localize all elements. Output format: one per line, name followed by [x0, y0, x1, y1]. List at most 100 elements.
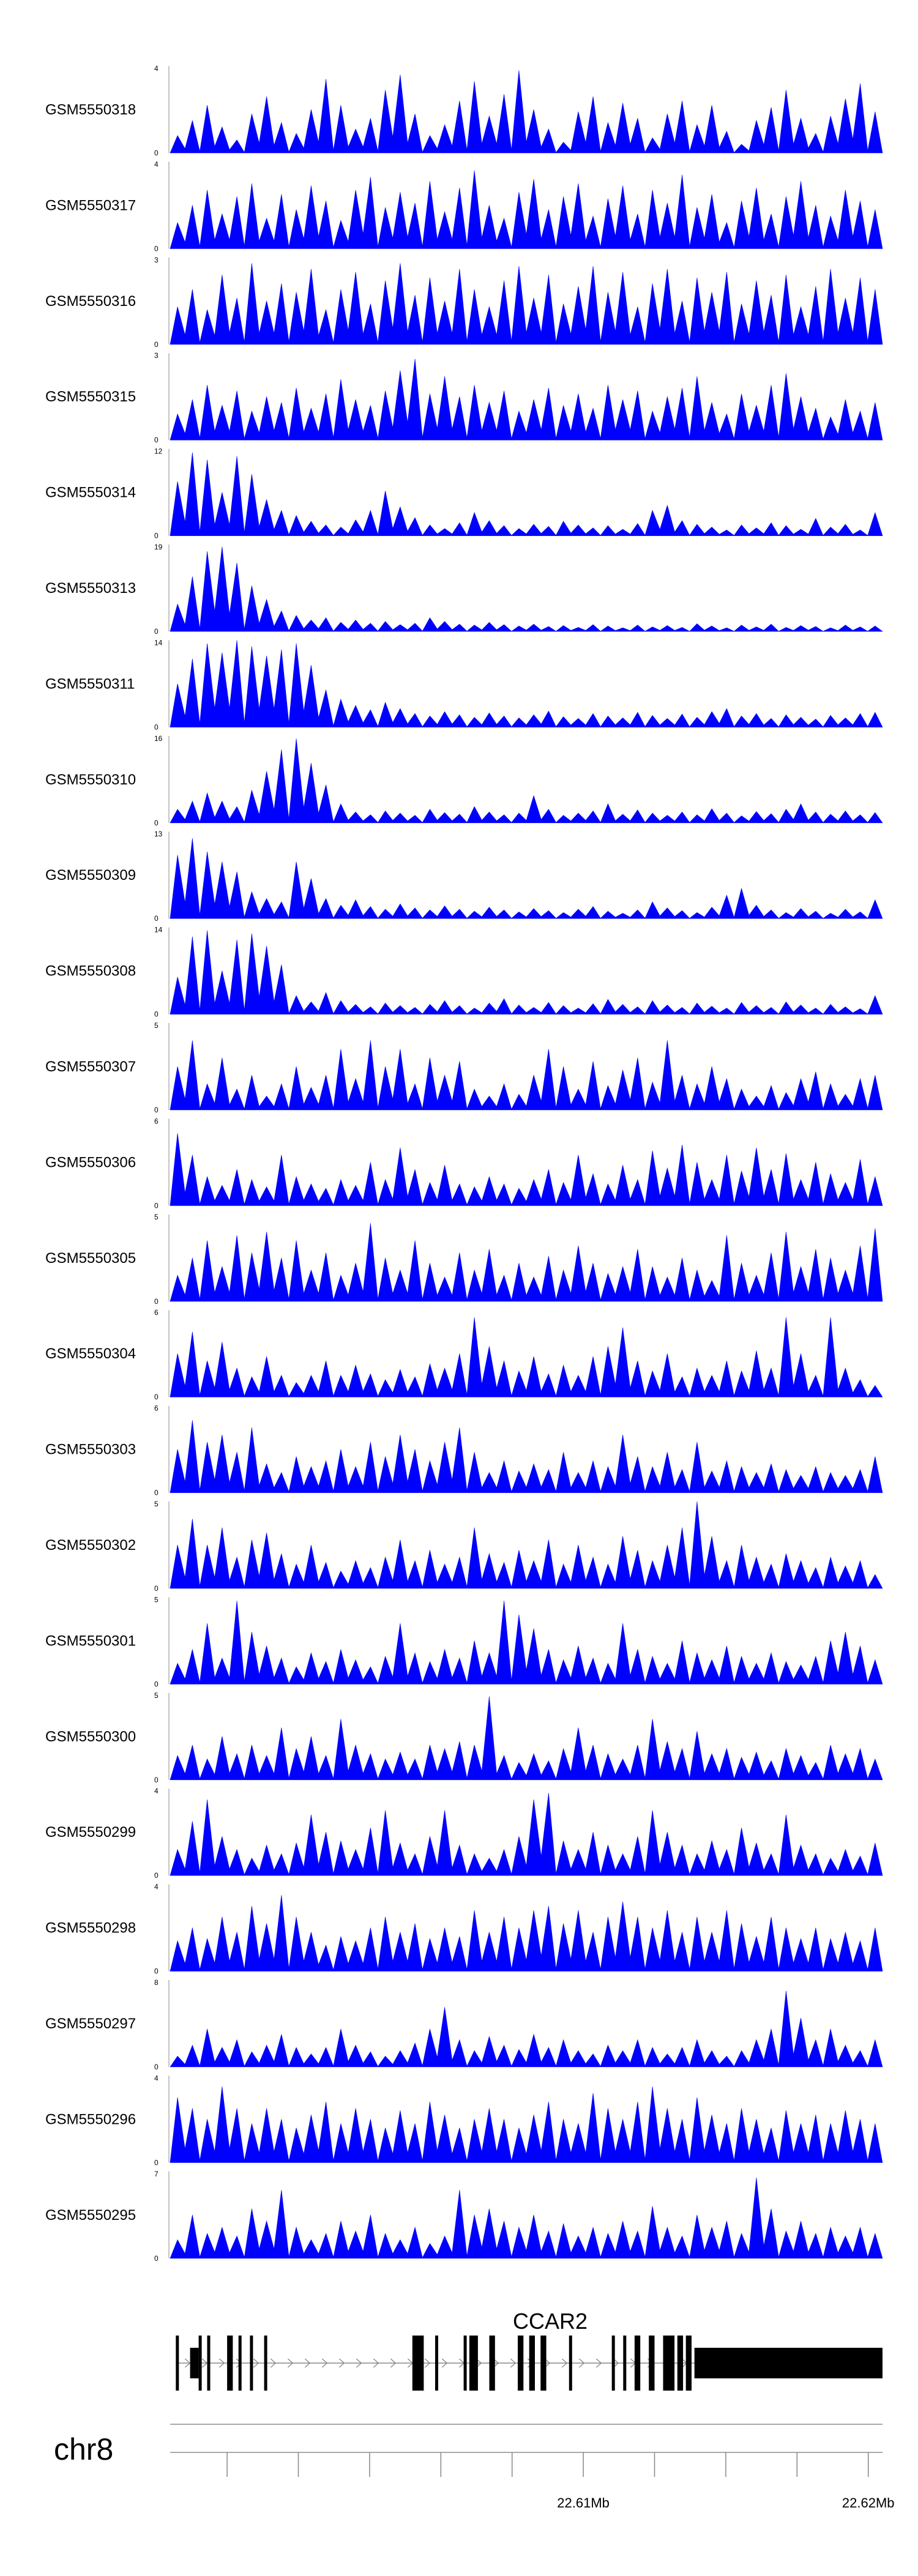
strand-arrow-icon [304, 2358, 311, 2368]
coverage-area [170, 739, 883, 824]
track-ymax-label: 6 [154, 1117, 159, 1125]
track-GSM5550307: GSM5550307 5 0 [45, 1021, 883, 1114]
track-ymax-label: 7 [154, 2170, 159, 2178]
track-ymin-label: 0 [154, 1967, 159, 1976]
genome-axis-track: chr8 22.61Mb 22.62Mb [54, 2424, 895, 2511]
track-ymax-label: 6 [154, 1404, 159, 1413]
track-ymax-label: 4 [154, 2074, 159, 2082]
coverage-area [170, 640, 883, 728]
track-GSM5550304: GSM5550304 6 0 [45, 1308, 883, 1401]
strand-arrow-icon [218, 2358, 225, 2368]
strand-arrow-icon [338, 2358, 345, 2368]
track-GSM5550301: GSM5550301 5 0 [45, 1595, 883, 1688]
track-ymax-label: 4 [154, 160, 159, 168]
strand-arrow-icon [270, 2358, 277, 2368]
gene-exon [463, 2336, 467, 2391]
track-GSM5550317: GSM5550317 4 0 [45, 160, 883, 253]
track-ymax-label: 8 [154, 1978, 159, 1987]
gene-exon [469, 2336, 478, 2391]
track-ymax-label: 5 [154, 1021, 159, 1030]
strand-arrow-icon [356, 2358, 362, 2368]
strand-arrow-icon [253, 2358, 259, 2368]
track-GSM5550305: GSM5550305 5 0 [45, 1213, 883, 1306]
strand-arrow-icon [613, 2358, 619, 2368]
coverage-area [170, 2086, 883, 2163]
track-GSM5550299: GSM5550299 4 0 [45, 1787, 883, 1880]
coverage-area [170, 838, 883, 919]
gene-exon [176, 2336, 179, 2391]
coverage-area [170, 1601, 883, 1684]
strand-arrow-icon [201, 2358, 208, 2368]
track-ymin-label: 0 [154, 723, 159, 731]
track-label: GSM5550304 [45, 1346, 136, 1362]
gene-exon [569, 2336, 572, 2391]
track-ymin-label: 0 [154, 532, 159, 540]
track-GSM5550295: GSM5550295 7 0 [45, 2170, 883, 2263]
track-GSM5550309: GSM5550309 13 0 [45, 830, 883, 923]
track-label: GSM5550300 [45, 1729, 136, 1745]
gene-track: CCAR2 [176, 2309, 883, 2391]
track-ymin-label: 0 [154, 1297, 159, 1306]
strand-arrow-icon [561, 2358, 568, 2368]
strand-arrow-icon [287, 2358, 294, 2368]
track-GSM5550303: GSM5550303 6 0 [45, 1404, 883, 1497]
track-GSM5550302: GSM5550302 5 0 [45, 1500, 883, 1593]
track-ymax-label: 5 [154, 1500, 159, 1508]
gene-exon [489, 2336, 495, 2391]
coverage-area [170, 2177, 883, 2259]
gene-exon [238, 2336, 242, 2391]
gene-exon [207, 2336, 211, 2391]
gene-exon [677, 2336, 684, 2391]
track-label: GSM5550309 [45, 867, 136, 884]
coverage-tracks: GSM555031840GSM555031740GSM555031630GSM5… [45, 64, 883, 2263]
track-label: GSM5550317 [45, 197, 136, 214]
track-GSM5550300: GSM5550300 5 0 [45, 1691, 883, 1784]
track-ymax-label: 3 [154, 351, 159, 360]
gene-exon [198, 2336, 202, 2391]
gene-exon [227, 2336, 233, 2391]
gene-exon [412, 2336, 424, 2391]
track-ymax-label: 3 [154, 256, 159, 264]
coverage-area [170, 1501, 883, 1589]
track-label: GSM5550311 [45, 676, 135, 692]
strand-arrow-icon [493, 2358, 499, 2368]
coverage-area [170, 70, 883, 154]
strand-arrow-icon [476, 2358, 482, 2368]
track-GSM5550311: GSM5550311 14 0 [45, 638, 883, 731]
gene-exon [611, 2336, 615, 2391]
strand-arrow-icon [578, 2358, 585, 2368]
track-ymin-label: 0 [154, 149, 159, 157]
gene-name-label: CCAR2 [513, 2309, 588, 2334]
track-ymin-label: 0 [154, 2254, 159, 2263]
track-ymin-label: 0 [154, 627, 159, 636]
axis-tick-label: 22.61Mb [557, 2495, 610, 2511]
coverage-area [170, 1040, 883, 1111]
strand-arrow-icon [373, 2358, 379, 2368]
track-GSM5550296: GSM5550296 4 0 [45, 2074, 883, 2167]
coverage-area [170, 452, 883, 536]
track-ymax-label: 5 [154, 1691, 159, 1700]
coverage-area [170, 1696, 883, 1781]
track-ymax-label: 19 [154, 543, 163, 551]
gene-exon [649, 2336, 655, 2391]
gene-exon [634, 2336, 641, 2391]
gene-exon [694, 2348, 883, 2378]
track-ymax-label: 14 [154, 638, 163, 647]
coverage-area [170, 1895, 883, 1971]
coverage-area [170, 1133, 883, 1206]
track-label: GSM5550303 [45, 1442, 136, 1458]
track-ymin-label: 0 [154, 1680, 159, 1688]
track-ymin-label: 0 [154, 819, 159, 827]
track-label: GSM5550318 [45, 102, 136, 118]
track-ymin-label: 0 [154, 1584, 159, 1593]
track-ymin-label: 0 [154, 1201, 159, 1210]
track-ymax-label: 4 [154, 1787, 159, 1795]
track-ymin-label: 0 [154, 1871, 159, 1880]
coverage-area [170, 263, 883, 345]
coverage-area [170, 1990, 883, 2068]
track-label: GSM5550316 [45, 293, 136, 310]
track-label: GSM5550314 [45, 485, 136, 501]
track-GSM5550310: GSM5550310 16 0 [45, 734, 883, 827]
track-ymin-label: 0 [154, 244, 159, 253]
axis-tick-label: 22.62Mb [842, 2495, 895, 2511]
